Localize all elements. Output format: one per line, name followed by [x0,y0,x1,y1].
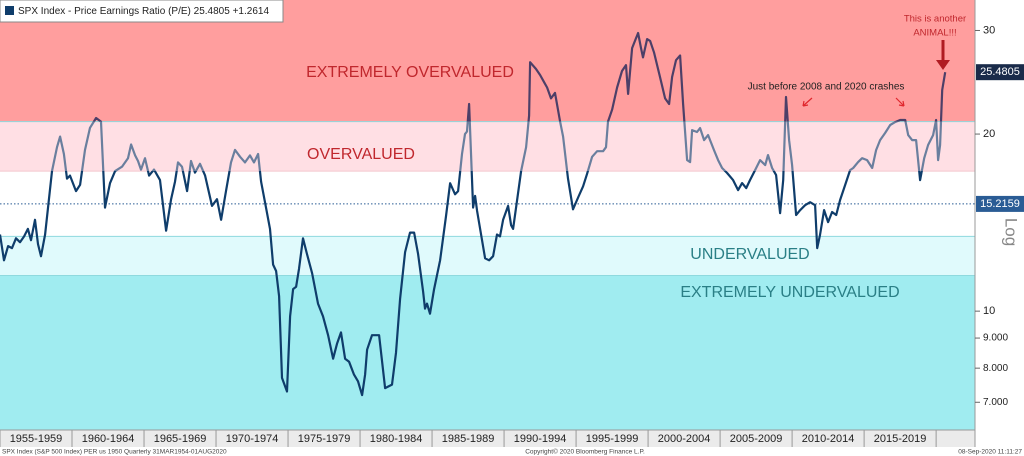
y-tick-label: 20 [983,128,995,140]
x-period-label: 2005-2009 [730,433,783,445]
x-period-label: 1955-1959 [10,433,63,445]
x-period-label: 1985-1989 [442,433,495,445]
footer-left: SPX Index (S&P 500 Index) PER us 1950 Qu… [2,449,227,456]
last-value-label: 25.4805 [980,66,1020,78]
x-axis-strip [0,430,975,447]
x-period-label: 2015-2019 [874,433,927,445]
annotation-text: Just before 2008 and 2020 crashes [748,82,905,93]
x-period-label: 1990-1994 [514,433,567,445]
x-period-label: 1995-1999 [586,433,639,445]
band-label: EXTREMELY OVERVALUED [306,64,514,81]
annotation-text: ANIMAL!!! [913,28,956,39]
y-tick-label: 8.000 [983,363,1008,374]
x-period-label: 2010-2014 [802,433,855,445]
valuation-band [0,275,975,430]
y-tick-label: 9.000 [983,333,1008,344]
y-tick-label: 10 [983,305,995,317]
annotation-arrow [895,97,905,107]
annotation-arrowhead [936,60,950,70]
log-label: Log [1002,218,1021,246]
x-period-label: 1960-1964 [82,433,135,445]
x-period-label: 1970-1974 [226,433,279,445]
last-value-box [976,64,1024,81]
band-label: OVERVALUED [307,146,415,163]
x-period-label: 1965-1969 [154,433,207,445]
x-period-label: 2000-2004 [658,433,711,445]
legend-name: SPX Index - Price Earnings Ratio (P/E) [18,6,191,17]
valuation-band [0,236,975,276]
legend-last-value: 25.4805 [194,6,231,17]
mean-value-box [976,195,1024,212]
y-tick-label: 30 [983,24,995,36]
annotation-text: This is another [904,14,966,25]
legend-box [0,0,284,23]
footer-center: Copyright© 2020 Bloomberg Finance L.P. [525,448,645,456]
valuation-band [0,121,975,172]
pe-line [0,31,947,397]
footer-right: 08-Sep-2020 11:11:27 [958,449,1022,456]
legend-change: +1.2614 [233,6,270,17]
legend-swatch [5,6,14,15]
band-label: EXTREMELY UNDERVALUED [680,284,899,301]
y-tick-label: 7.000 [983,397,1008,408]
legend-text: SPX Index - Price Earnings Ratio (P/E) 2… [18,6,269,17]
band-label: UNDERVALUED [690,246,809,263]
annotation-arrow [802,97,813,107]
x-period-label: 1975-1979 [298,433,351,445]
x-period-label: 1980-1984 [370,433,423,445]
mean-value-label: 15.2159 [980,198,1020,210]
